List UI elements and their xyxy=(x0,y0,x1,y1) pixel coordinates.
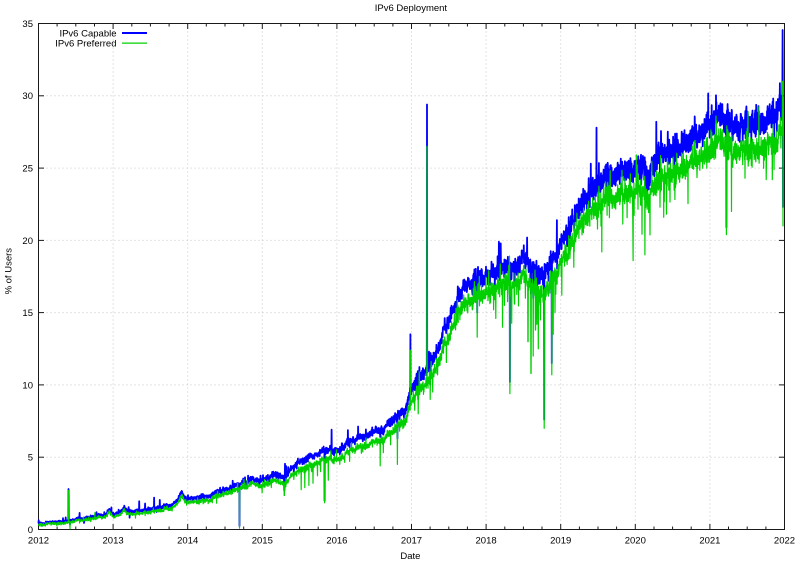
svg-text:5: 5 xyxy=(28,453,33,464)
svg-text:2015: 2015 xyxy=(252,536,273,547)
svg-text:2016: 2016 xyxy=(326,536,347,547)
svg-text:2014: 2014 xyxy=(177,536,198,547)
svg-text:35: 35 xyxy=(22,19,33,30)
svg-text:2012: 2012 xyxy=(28,536,49,547)
svg-text:% of Users: % of Users xyxy=(4,248,15,295)
svg-text:IPv6 Capable: IPv6 Capable xyxy=(59,28,116,39)
svg-text:30: 30 xyxy=(22,91,33,102)
svg-text:15: 15 xyxy=(22,308,33,319)
svg-text:0: 0 xyxy=(28,525,33,536)
svg-text:2022: 2022 xyxy=(774,536,795,547)
svg-text:Date: Date xyxy=(400,551,420,562)
svg-text:2017: 2017 xyxy=(401,536,422,547)
svg-text:2021: 2021 xyxy=(699,536,720,547)
svg-text:2018: 2018 xyxy=(476,536,497,547)
svg-text:IPv6 Preferred: IPv6 Preferred xyxy=(55,39,116,50)
svg-text:2013: 2013 xyxy=(103,536,124,547)
svg-text:2020: 2020 xyxy=(625,536,646,547)
svg-text:20: 20 xyxy=(22,236,33,247)
svg-text:IPv6 Deployment: IPv6 Deployment xyxy=(375,3,448,14)
svg-text:25: 25 xyxy=(22,164,33,175)
svg-text:2019: 2019 xyxy=(550,536,571,547)
svg-text:10: 10 xyxy=(22,380,33,391)
